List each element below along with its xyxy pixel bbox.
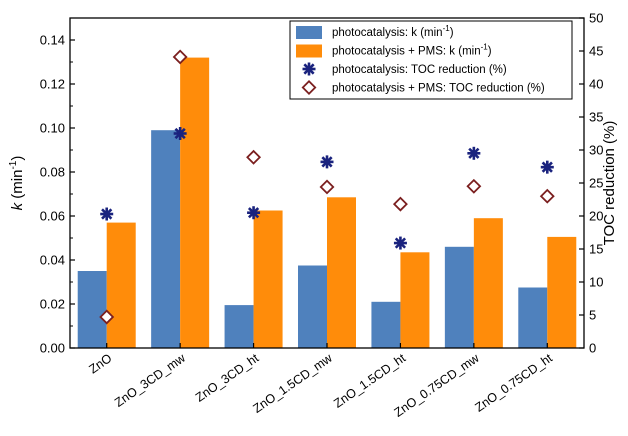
y-axis-left-title: k (min-1) xyxy=(8,156,26,211)
legend-label-3: photocatalysis: TOC reduction (%) xyxy=(332,64,507,76)
toc-star-5 xyxy=(393,236,407,250)
legend-label-text: photocatalysis + PMS: k (min xyxy=(332,46,481,58)
toc-star-6 xyxy=(467,146,481,160)
y-axis-left-title-k: k xyxy=(9,201,26,210)
left-tick-label: 0.00 xyxy=(40,341,65,356)
y-axis-right-title: TOC reduction (%) xyxy=(601,121,618,246)
bar-1-3 xyxy=(224,305,254,348)
toc-diamond-5 xyxy=(392,196,408,212)
x-category-label: ZnO_1.5CD_ht xyxy=(331,351,408,411)
toc-diamond-6 xyxy=(466,178,482,194)
y-axis-left-title-end: ) xyxy=(9,156,26,161)
right-tick-label: 20 xyxy=(589,209,603,224)
bar-1-6 xyxy=(444,246,474,348)
markers-layer xyxy=(99,49,555,325)
right-tick-label: 35 xyxy=(589,110,603,125)
bar-2-7 xyxy=(547,236,577,348)
toc-diamond-3 xyxy=(246,149,262,165)
left-tick-label: 0.04 xyxy=(40,253,65,268)
toc-diamond-1 xyxy=(99,309,115,325)
legend-swatch-2 xyxy=(296,44,322,58)
right-tick-label: 30 xyxy=(589,143,603,158)
right-tick-label: 50 xyxy=(589,11,603,26)
left-tick-label: 0.02 xyxy=(40,297,65,312)
right-tick-label: 5 xyxy=(589,308,596,323)
bar-1-1 xyxy=(77,271,107,348)
star-stroke xyxy=(101,208,113,220)
legend-label-text: photocatalysis: TOC reduction (%) xyxy=(332,64,507,76)
right-tick-label: 15 xyxy=(589,242,603,257)
y-axis-left-title-sup: -1 xyxy=(8,160,19,169)
star-stroke xyxy=(247,207,260,219)
toc-diamond-2 xyxy=(172,49,188,65)
bar-2-3 xyxy=(253,210,283,348)
bar-2-4 xyxy=(327,197,356,348)
legend-label-4: photocatalysis + PMS: TOC reduction (%) xyxy=(332,83,545,95)
legend-label-text: photocatalysis + PMS: TOC reduction (%) xyxy=(332,83,545,95)
legend-label-text: photocatalysis: k (min xyxy=(332,27,443,39)
right-tick-label: 45 xyxy=(589,44,603,59)
right-tick-label: 0 xyxy=(589,341,596,356)
toc-diamond-4 xyxy=(319,179,335,195)
legend-label-sup: -1 xyxy=(481,43,489,52)
legend: photocatalysis: k (min-1)photocatalysis … xyxy=(289,20,573,100)
legend-label-suffix: ) xyxy=(450,27,454,39)
legend-label-suffix: ) xyxy=(488,46,492,58)
star-stroke xyxy=(394,237,407,249)
left-tick-label: 0.12 xyxy=(40,77,65,92)
legend-star-icon xyxy=(302,62,316,76)
y-axis-left-title-rest: (min xyxy=(9,170,26,203)
bar-2-5 xyxy=(400,252,430,348)
legend-swatch-1 xyxy=(296,26,322,39)
x-category-label: ZnO_0.75CD_ht xyxy=(472,351,555,415)
bar-1-2 xyxy=(151,130,181,348)
star-stroke xyxy=(174,127,186,140)
left-tick-label: 0.10 xyxy=(40,121,65,136)
x-category-label: ZnO_3CD_mw xyxy=(112,350,189,409)
right-tick-label: 40 xyxy=(589,77,603,92)
star-stroke xyxy=(321,156,333,168)
legend-label-1: photocatalysis: k (min-1) xyxy=(332,24,454,39)
legend-label-sup: -1 xyxy=(443,24,451,33)
legend-box xyxy=(289,20,573,100)
bar-2-2 xyxy=(180,57,210,348)
right-tick-label: 25 xyxy=(589,176,603,191)
star-stroke xyxy=(541,161,553,173)
bars-layer xyxy=(77,57,577,348)
star-stroke xyxy=(303,63,315,75)
left-tick-label: 0.06 xyxy=(40,209,65,224)
bar-2-6 xyxy=(473,218,503,348)
toc-diamond-7 xyxy=(539,188,555,204)
legend-diamond-icon xyxy=(301,80,317,95)
x-category-label: ZnO_1.5CD_mw xyxy=(250,350,335,415)
toc-star-2 xyxy=(173,127,187,140)
legend-label-2: photocatalysis + PMS: k (min-1) xyxy=(332,43,492,58)
bar-1-4 xyxy=(298,265,327,348)
bar-2-1 xyxy=(106,222,136,348)
star-stroke xyxy=(468,147,480,159)
right-tick-label: 10 xyxy=(589,275,603,290)
bar-1-5 xyxy=(371,301,401,348)
x-category-label: ZnO xyxy=(86,351,114,377)
toc-star-1 xyxy=(100,207,114,221)
left-tick-label: 0.14 xyxy=(40,33,65,48)
toc-star-7 xyxy=(540,160,554,174)
toc-star-3 xyxy=(247,206,261,220)
bar-1-7 xyxy=(518,287,548,348)
x-category-label: ZnO_3CD_ht xyxy=(193,351,262,405)
toc-star-4 xyxy=(320,155,334,169)
left-tick-label: 0.08 xyxy=(40,165,65,180)
